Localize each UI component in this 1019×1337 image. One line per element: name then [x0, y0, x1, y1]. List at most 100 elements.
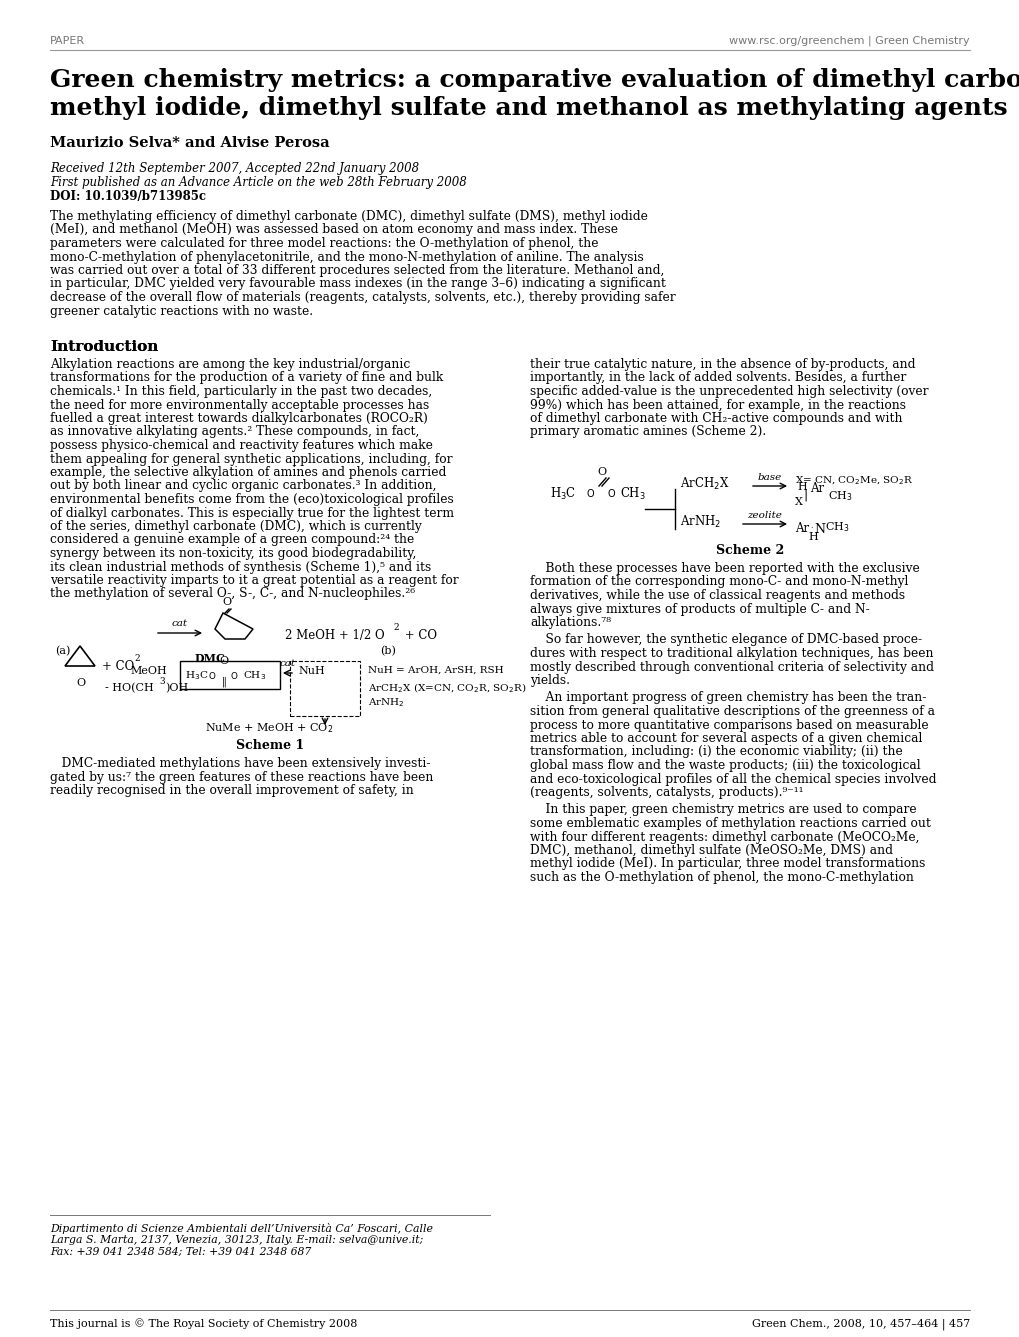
Text: + CO: + CO — [400, 628, 436, 642]
Text: NuMe + MeOH + CO$_2$: NuMe + MeOH + CO$_2$ — [205, 721, 333, 735]
Text: - HO(CH: - HO(CH — [105, 683, 154, 694]
Text: )OH: )OH — [165, 683, 189, 694]
Text: synergy between its non-toxicity, its good biodegradability,: synergy between its non-toxicity, its go… — [50, 547, 416, 560]
Text: primary aromatic amines (Scheme 2).: primary aromatic amines (Scheme 2). — [530, 425, 765, 439]
Text: fuelled a great interest towards dialkylcarbonates (ROCO₂R): fuelled a great interest towards dialkyl… — [50, 412, 427, 425]
Text: transformation, including: (i) the economic viability; (ii) the: transformation, including: (i) the econo… — [530, 746, 902, 758]
Text: (reagents, solvents, catalysts, products).⁹⁻¹¹: (reagents, solvents, catalysts, products… — [530, 786, 803, 800]
Text: versatile reactivity imparts to it a great potential as a reagent for: versatile reactivity imparts to it a gre… — [50, 574, 459, 587]
Text: their true catalytic nature, in the absence of by-products, and: their true catalytic nature, in the abse… — [530, 358, 915, 370]
Text: $_{\rm O}$: $_{\rm O}$ — [586, 487, 595, 500]
Text: greener catalytic reactions with no waste.: greener catalytic reactions with no wast… — [50, 305, 313, 317]
Text: mono-C-methylation of phenylacetonitrile, and the mono-N-methylation of aniline.: mono-C-methylation of phenylacetonitrile… — [50, 250, 643, 263]
Text: H: H — [807, 532, 817, 541]
Text: metrics able to account for several aspects of a given chemical: metrics able to account for several aspe… — [530, 731, 921, 745]
Text: methyl iodide (MeI). In particular, three model transformations: methyl iodide (MeI). In particular, thre… — [530, 857, 924, 870]
Text: cat: cat — [172, 619, 187, 628]
Text: $_{\rm O}$: $_{\rm O}$ — [208, 668, 216, 682]
Text: The methylating efficiency of dimethyl carbonate (DMC), dimethyl sulfate (DMS), : The methylating efficiency of dimethyl c… — [50, 210, 647, 223]
Text: dures with respect to traditional alkylation techniques, has been: dures with respect to traditional alkyla… — [530, 647, 932, 660]
Text: This journal is © The Royal Society of Chemistry 2008: This journal is © The Royal Society of C… — [50, 1318, 357, 1329]
Text: An important progress of green chemistry has been the tran-: An important progress of green chemistry… — [530, 691, 925, 705]
Text: ArNH$_2$: ArNH$_2$ — [368, 697, 405, 709]
Text: its clean industrial methods of synthesis (Scheme 1),⁵ and its: its clean industrial methods of synthesi… — [50, 560, 431, 574]
Text: So far however, the synthetic elegance of DMC-based proce-: So far however, the synthetic elegance o… — [530, 634, 921, 647]
Text: process to more quantitative comparisons based on measurable: process to more quantitative comparisons… — [530, 718, 927, 731]
Text: with four different reagents: dimethyl carbonate (MeOCO₂Me,: with four different reagents: dimethyl c… — [530, 830, 918, 844]
Text: in particular, DMC yielded very favourable mass indexes (in the range 3–6) indic: in particular, DMC yielded very favourab… — [50, 278, 665, 290]
Text: DOI: 10.1039/b713985c: DOI: 10.1039/b713985c — [50, 190, 206, 203]
Text: First published as an Advance Article on the web 28th February 2008: First published as an Advance Article on… — [50, 176, 467, 189]
Text: considered a genuine example of a green compound:²⁴ the: considered a genuine example of a green … — [50, 533, 414, 547]
Text: base: base — [757, 473, 782, 483]
Text: Ar: Ar — [794, 521, 808, 535]
Text: such as the O-methylation of phenol, the mono-C-methylation: such as the O-methylation of phenol, the… — [530, 870, 913, 884]
Text: $\vert$: $\vert$ — [802, 487, 807, 503]
Text: importantly, in the lack of added solvents. Besides, a further: importantly, in the lack of added solven… — [530, 372, 905, 385]
Text: O: O — [222, 598, 231, 607]
Text: Alkylation reactions are among the key industrial/organic: Alkylation reactions are among the key i… — [50, 358, 410, 370]
Text: 2: 2 — [133, 654, 140, 663]
Text: gated by us:⁷ the green features of these reactions have been: gated by us:⁷ the green features of thes… — [50, 770, 433, 783]
Text: transformations for the production of a variety of fine and bulk: transformations for the production of a … — [50, 372, 443, 385]
Text: 2 MeOH + 1/2 O: 2 MeOH + 1/2 O — [284, 628, 384, 642]
Text: ArCH$_2$X: ArCH$_2$X — [680, 476, 729, 492]
Text: 2: 2 — [392, 623, 398, 632]
Text: of dialkyl carbonates. This is especially true for the lightest term: of dialkyl carbonates. This is especiall… — [50, 507, 453, 520]
Text: example, the selective alkylation of amines and phenols carried: example, the selective alkylation of ami… — [50, 467, 446, 479]
Text: Scheme 1: Scheme 1 — [235, 739, 304, 751]
Text: mostly described through conventional criteria of selectivity and: mostly described through conventional cr… — [530, 660, 933, 674]
Text: $\Vert$: $\Vert$ — [221, 675, 226, 689]
Text: NuH: NuH — [298, 666, 324, 677]
Text: CH$_3$: CH$_3$ — [827, 489, 852, 503]
Text: and eco-toxicological profiles of all the chemical species involved: and eco-toxicological profiles of all th… — [530, 773, 935, 786]
Text: Received 12th September 2007, Accepted 22nd January 2008: Received 12th September 2007, Accepted 2… — [50, 162, 419, 175]
Text: chemicals.¹ In this field, particularly in the past two decades,: chemicals.¹ In this field, particularly … — [50, 385, 432, 398]
Text: CH$_3$: CH$_3$ — [824, 520, 849, 533]
Text: was carried out over a total of 33 different procedures selected from the litera: was carried out over a total of 33 diffe… — [50, 263, 663, 277]
Text: as innovative alkylating agents.² These compounds, in fact,: as innovative alkylating agents.² These … — [50, 425, 419, 439]
Text: of dimethyl carbonate with CH₂-active compounds and with: of dimethyl carbonate with CH₂-active co… — [530, 412, 902, 425]
Text: Introduction: Introduction — [50, 340, 158, 354]
Text: readily recognised in the overall improvement of safety, in: readily recognised in the overall improv… — [50, 783, 414, 797]
Text: Ar: Ar — [809, 483, 823, 495]
Text: (MeI), and methanol (MeOH) was assessed based on atom economy and mass index. Th: (MeI), and methanol (MeOH) was assessed … — [50, 223, 618, 237]
Text: 99%) which has been attained, for example, in the reactions: 99%) which has been attained, for exampl… — [530, 398, 905, 412]
Text: H: H — [796, 483, 806, 492]
Text: them appealing for general synthetic applications, including, for: them appealing for general synthetic app… — [50, 452, 452, 465]
Text: ArNH$_2$: ArNH$_2$ — [680, 513, 720, 529]
Text: Maurizio Selva* and Alvise Perosa: Maurizio Selva* and Alvise Perosa — [50, 136, 329, 150]
Text: global mass flow and the waste products; (iii) the toxicological: global mass flow and the waste products;… — [530, 759, 920, 771]
Text: O: O — [597, 467, 606, 477]
Text: Green chemistry metrics: a comparative evaluation of dimethyl carbonate,: Green chemistry metrics: a comparative e… — [50, 68, 1019, 92]
Text: O: O — [76, 678, 85, 689]
Text: sition from general qualitative descriptions of the greenness of a: sition from general qualitative descript… — [530, 705, 934, 718]
Text: parameters were calculated for three model reactions: the O-methylation of pheno: parameters were calculated for three mod… — [50, 237, 598, 250]
Text: CH$_3$: CH$_3$ — [620, 487, 645, 503]
Text: specific added-value is the unprecedented high selectivity (over: specific added-value is the unprecedente… — [530, 385, 927, 398]
Text: X: X — [794, 497, 802, 507]
Text: methyl iodide, dimethyl sulfate and methanol as methylating agents: methyl iodide, dimethyl sulfate and meth… — [50, 96, 1007, 120]
Text: 3: 3 — [159, 677, 164, 686]
Text: the need for more environmentally acceptable processes has: the need for more environmentally accept… — [50, 398, 429, 412]
Bar — [179, 660, 280, 689]
Text: Dipartimento di Scienze Ambientali dell’Università Ca’ Foscari, Calle: Dipartimento di Scienze Ambientali dell’… — [50, 1223, 432, 1234]
Text: formation of the corresponding mono-C- and mono-N-methyl: formation of the corresponding mono-C- a… — [530, 575, 908, 588]
Text: possess physico-chemical and reactivity features which make: possess physico-chemical and reactivity … — [50, 439, 432, 452]
Text: DMC-mediated methylations have been extensively investi-: DMC-mediated methylations have been exte… — [50, 757, 430, 770]
Text: always give mixtures of products of multiple C- and N-: always give mixtures of products of mult… — [530, 603, 869, 615]
Text: O: O — [219, 656, 228, 666]
Text: cat: cat — [279, 659, 296, 668]
Bar — [289, 660, 360, 717]
Text: yields.: yields. — [530, 674, 570, 687]
Text: $^{.}$N: $^{.}$N — [809, 521, 826, 536]
Text: decrease of the overall flow of materials (reagents, catalysts, solvents, etc.),: decrease of the overall flow of material… — [50, 291, 675, 303]
Text: environmental benefits come from the (eco)toxicological profiles: environmental benefits come from the (ec… — [50, 493, 453, 505]
Text: alkylations.⁷⁸: alkylations.⁷⁸ — [530, 616, 610, 628]
Text: H$_3$C: H$_3$C — [184, 668, 208, 682]
Text: derivatives, while the use of classical reagents and methods: derivatives, while the use of classical … — [530, 590, 904, 602]
Text: ArCH$_2$X (X=CN, CO$_2$R, SO$_2$R): ArCH$_2$X (X=CN, CO$_2$R, SO$_2$R) — [368, 681, 526, 695]
Text: Introduction: Introduction — [50, 340, 158, 354]
Text: $_{\rm O}$: $_{\rm O}$ — [606, 487, 615, 500]
Text: out by both linear and cyclic organic carbonates.³ In addition,: out by both linear and cyclic organic ca… — [50, 480, 436, 492]
